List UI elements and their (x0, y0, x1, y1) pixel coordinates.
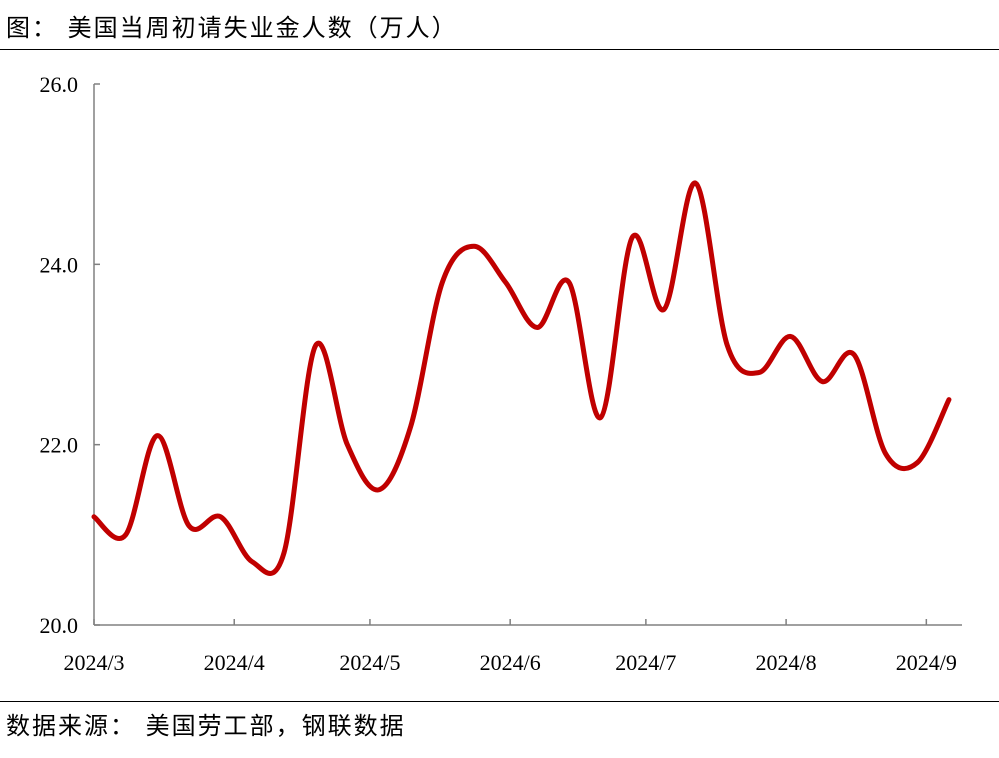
y-tick-label: 26.0 (40, 72, 79, 97)
bottom-divider (0, 701, 999, 702)
x-tick-label: 2024/9 (896, 650, 957, 675)
x-tick-label: 2024/7 (615, 650, 676, 675)
top-divider (0, 49, 999, 50)
chart-axes (93, 84, 962, 626)
chart-series (91, 180, 952, 576)
chart-title: 图： 美国当周初请失业金人数（万人） (6, 14, 458, 42)
chart-ticks: 20.0 22.0 24.0 26.0 2024/3 2024/4 2024/5 2024/6… (40, 72, 957, 675)
y-tick-label: 24.0 (40, 252, 79, 277)
x-tick-label: 2024/8 (756, 650, 817, 675)
x-tick-label: 2024/5 (339, 650, 400, 675)
y-tick-label: 20.0 (40, 613, 79, 638)
data-source: 数据来源： 美国劳工部，钢联数据 (6, 712, 406, 740)
series-line (91, 180, 952, 576)
x-tick-label: 2024/4 (204, 650, 265, 675)
y-tick-label: 22.0 (40, 433, 79, 458)
x-tick-label: 2024/3 (63, 650, 124, 675)
line-chart: 20.0 22.0 24.0 26.0 2024/3 2024/4 2024/5 2024/6… (40, 72, 962, 675)
x-tick-label: 2024/6 (480, 650, 541, 675)
